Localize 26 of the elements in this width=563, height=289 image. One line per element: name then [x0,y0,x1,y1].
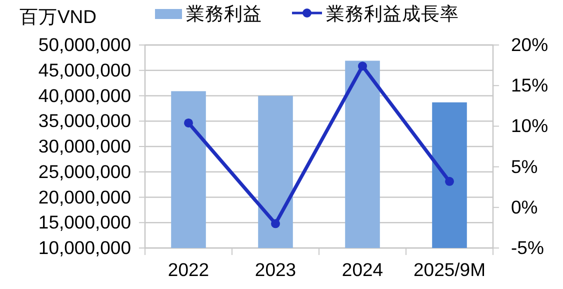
legend-label: 業務利益 [186,3,262,24]
point [184,118,193,128]
x-tick-label: 2022 [168,259,210,280]
y-axis-title: 百万VND [19,6,97,27]
y2-tick-label: -5% [511,237,544,258]
x-tick-label: 2024 [342,259,384,280]
y-tick-label: 30,000,000 [38,136,131,156]
y-tick-label: 25,000,000 [38,160,131,182]
y-tick-label: 40,000,000 [38,84,131,106]
y2-tick-label: 0% [511,196,538,218]
y-tick-label: 10,000,000 [38,237,131,258]
y2-tick-label: 15% [511,74,548,96]
y-tick-label: 20,000,000 [38,186,131,208]
y-tick-label: 45,000,000 [38,59,131,80]
point [358,62,367,71]
y2-tick-label: 10% [511,115,548,136]
legend-label: 業務利益成長率 [326,3,459,24]
y2-tick-label: 5% [511,156,538,177]
point [445,176,454,186]
point [271,219,280,228]
x-tick-label: 2025/9M [414,259,486,280]
y-tick-label: 50,000,000 [38,34,131,55]
y-tick-label: 35,000,000 [38,110,131,132]
y-tick-label: 15,000,000 [38,212,131,233]
y2-tick-label: 20% [511,34,548,55]
x-tick-label: 2023 [254,259,296,280]
